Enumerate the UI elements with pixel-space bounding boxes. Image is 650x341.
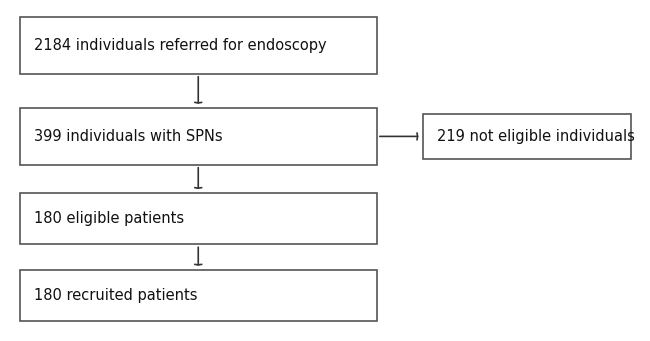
Text: 2184 individuals referred for endoscopy: 2184 individuals referred for endoscopy bbox=[34, 38, 326, 53]
FancyBboxPatch shape bbox=[422, 114, 630, 159]
Text: 180 recruited patients: 180 recruited patients bbox=[34, 288, 198, 303]
FancyBboxPatch shape bbox=[20, 270, 377, 321]
Text: 399 individuals with SPNs: 399 individuals with SPNs bbox=[34, 129, 222, 144]
FancyBboxPatch shape bbox=[20, 108, 377, 165]
FancyBboxPatch shape bbox=[20, 17, 377, 74]
Text: 180 eligible patients: 180 eligible patients bbox=[34, 211, 184, 226]
FancyBboxPatch shape bbox=[20, 193, 377, 244]
Text: 219 not eligible individuals: 219 not eligible individuals bbox=[437, 129, 634, 144]
